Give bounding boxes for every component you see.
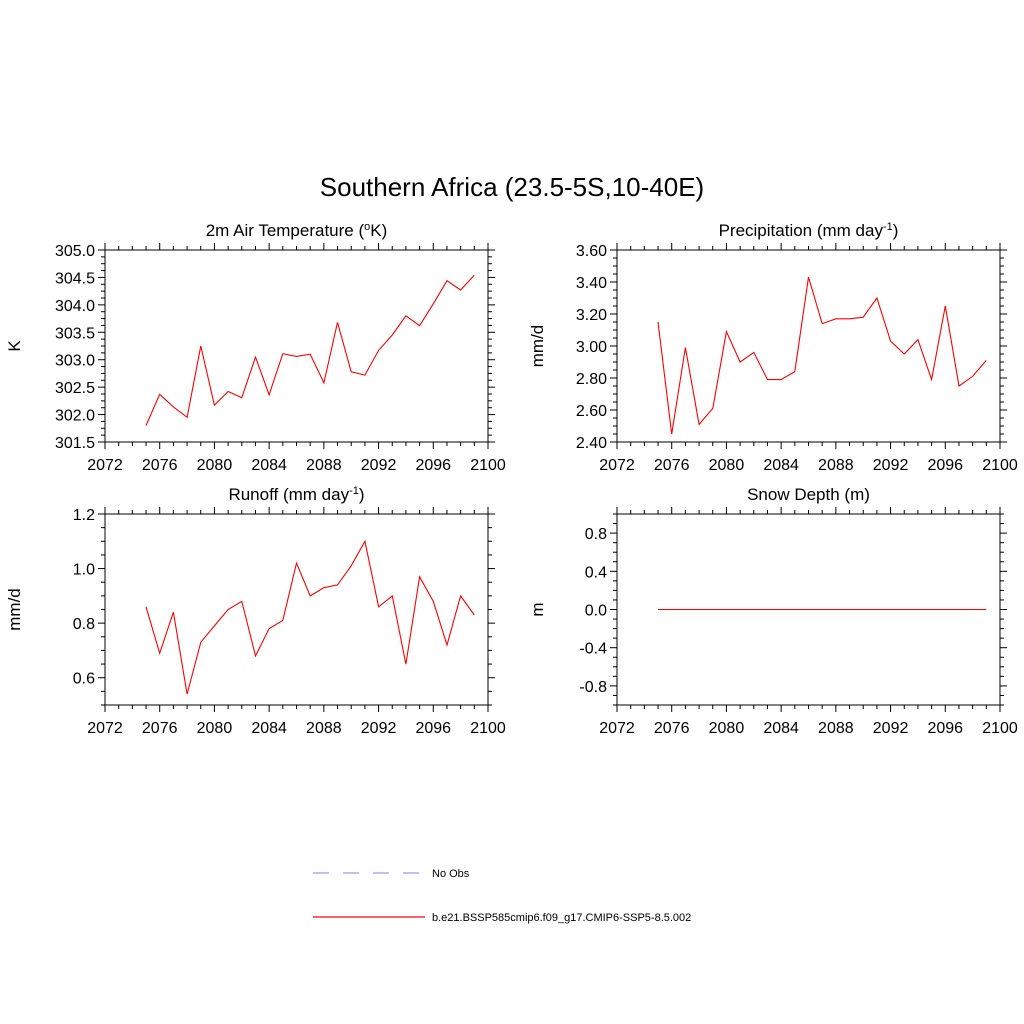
x-tick-label: 2080 <box>709 457 745 474</box>
y-tick-label: 2.60 <box>576 403 607 420</box>
figure-title: Southern Africa (23.5-5S,10-40E) <box>320 172 704 202</box>
panels: 2m Air Temperature (oK)2072 2076 2080 2084 2… <box>5 221 1018 737</box>
panel-title-main: Precipitation (mm day <box>719 221 884 240</box>
y-tick-label: 0.4 <box>585 564 607 581</box>
panel-title: Precipitation (mm day-1) <box>719 221 899 240</box>
y-tick-label: 304.0 <box>55 298 95 315</box>
plot-frame <box>104 513 489 706</box>
y-tick-label: 301.5 <box>55 435 95 452</box>
y-tick-label: 3.20 <box>576 307 607 324</box>
y-tick-label: 0.6 <box>73 671 95 688</box>
y-tick-label: 303.5 <box>55 325 95 342</box>
series-line <box>145 539 475 695</box>
panel-title-sup: -1 <box>883 221 893 233</box>
panel-title-main: Runoff (mm day <box>228 485 349 504</box>
x-tick-label: 2072 <box>599 720 635 737</box>
x-tick-label: 2076 <box>654 457 690 474</box>
x-tick-label: 2088 <box>306 457 342 474</box>
y-tick-label: 2.80 <box>576 371 607 388</box>
y-axis-label: mm/d <box>5 588 24 631</box>
x-tick-label: 2100 <box>470 720 506 737</box>
y-axis-label: K <box>5 340 24 352</box>
y-tick-label: 304.5 <box>55 270 95 287</box>
x-tick-label: 2092 <box>361 720 397 737</box>
x-tick-label: 2088 <box>818 720 854 737</box>
x-tick-label: 2100 <box>982 720 1018 737</box>
y-tick-label: 1.2 <box>73 507 95 524</box>
x-tick-label: 2072 <box>87 720 123 737</box>
y-tick-label: 3.60 <box>576 243 607 260</box>
y-tick-label: 1.0 <box>73 562 95 579</box>
y-tick-label: 3.00 <box>576 339 607 356</box>
y-tick-label: 2.40 <box>576 435 607 452</box>
x-tick-label: 2096 <box>415 720 451 737</box>
x-tick-label: 2096 <box>927 720 963 737</box>
panel-title-end: ) <box>359 485 365 504</box>
x-tick-label: 2084 <box>251 720 287 737</box>
panel-4: Snow Depth (m) 2072 2076 2080 2084 2088 2092 20… <box>528 485 1018 737</box>
x-tick-label: 2080 <box>197 720 233 737</box>
x-tick-label: 2092 <box>873 457 909 474</box>
legend-label-1: No Obs <box>432 868 470 880</box>
panel-1: 2m Air Temperature (oK) 2072 2076 2080 2084 2… <box>5 221 506 474</box>
x-tick-label: 2096 <box>415 457 451 474</box>
panel-title-sup: o <box>364 221 370 233</box>
x-tick-label: 2092 <box>361 457 397 474</box>
y-tick-label: 305.0 <box>55 243 95 260</box>
series-line <box>145 274 475 426</box>
series-line <box>657 277 987 435</box>
panel-3: Runoff (mm day-1) 2072 2076 2080 2084 2088 209… <box>5 485 506 737</box>
x-tick-label: 2076 <box>142 457 178 474</box>
panel-title-end: ) <box>893 221 899 240</box>
x-tick-label: 2088 <box>818 457 854 474</box>
x-tick-label: 2084 <box>763 457 799 474</box>
x-tick-label: 2100 <box>982 457 1018 474</box>
y-tick-label: 0.8 <box>585 526 607 543</box>
x-tick-label: 2072 <box>599 457 635 474</box>
x-tick-label: 2084 <box>251 457 287 474</box>
y-axis-label: m <box>528 602 547 616</box>
x-tick-label: 2076 <box>142 720 178 737</box>
y-tick-label: 0.0 <box>585 603 607 620</box>
x-tick-label: 2084 <box>763 720 799 737</box>
panel-title: Runoff (mm day-1) <box>228 485 364 504</box>
x-tick-label: 2072 <box>87 457 123 474</box>
x-tick-label: 2096 <box>927 457 963 474</box>
panel-title: 2m Air Temperature (oK) <box>206 221 388 240</box>
panel-title: Snow Depth (m) <box>747 485 870 504</box>
panel-title-sup: -1 <box>349 485 359 497</box>
y-tick-label: 303.0 <box>55 353 95 370</box>
y-tick-label: -0.4 <box>579 641 607 658</box>
y-tick-label: -0.8 <box>579 679 607 696</box>
y-axis-label: mm/d <box>528 325 547 368</box>
x-tick-label: 2100 <box>470 457 506 474</box>
y-tick-label: 3.40 <box>576 275 607 292</box>
panel-title-main: 2m Air Temperature ( <box>206 221 365 240</box>
plot-frame <box>104 249 489 443</box>
y-tick-label: 302.0 <box>55 408 95 425</box>
panel-2: Precipitation (mm day-1) 2072 2076 2080 2084… <box>528 221 1018 474</box>
legend: No Obs b.e21.BSSP585cmip6.f09_g17.CMIP6-S… <box>313 868 691 924</box>
legend-label-2: b.e21.BSSP585cmip6.f09_g17.CMIP6-SSP5-8.… <box>432 912 691 924</box>
x-tick-label: 2088 <box>306 720 342 737</box>
panel-title-end: K) <box>370 221 387 240</box>
y-tick-label: 302.5 <box>55 380 95 397</box>
x-tick-label: 2080 <box>709 720 745 737</box>
y-tick-label: 0.8 <box>73 616 95 633</box>
x-tick-label: 2080 <box>197 457 233 474</box>
x-tick-label: 2092 <box>873 720 909 737</box>
x-tick-label: 2076 <box>654 720 690 737</box>
panel-title-main: Snow Depth (m) <box>747 485 870 504</box>
